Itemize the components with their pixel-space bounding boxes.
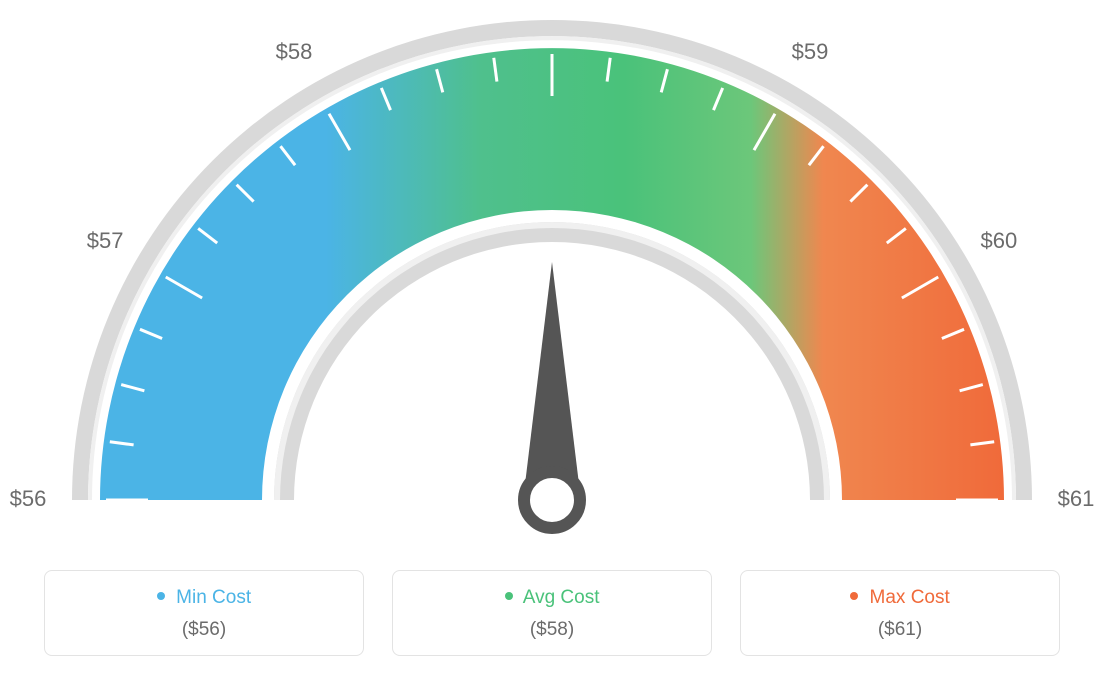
legend-value-avg: ($58): [393, 619, 711, 641]
needle-hub: [524, 472, 580, 528]
chart-container: $56 $57 $58 $58 $59 $60 $61 Min Cost ($56) Avg…: [0, 0, 1104, 690]
scale-label: $57: [87, 228, 124, 253]
gauge-area: $56 $57 $58 $58 $59 $60 $61: [0, 0, 1104, 560]
legend-label-max: Max Cost: [870, 587, 950, 608]
legend-title-max: Max Cost: [741, 587, 1059, 609]
dot-avg: [505, 592, 513, 600]
scale-label: $56: [10, 486, 47, 511]
legend-label-min: Min Cost: [176, 587, 251, 608]
scale-label: $58: [534, 0, 571, 3]
scale-label: $60: [981, 228, 1018, 253]
scale-label: $61: [1058, 486, 1095, 511]
scale-label: $58: [276, 39, 313, 64]
legend-card-max: Max Cost ($61): [740, 570, 1060, 656]
dot-min: [157, 592, 165, 600]
legend-label-avg: Avg Cost: [523, 587, 600, 608]
legend-card-avg: Avg Cost ($58): [392, 570, 712, 656]
legend-value-max: ($61): [741, 619, 1059, 641]
dot-max: [850, 592, 858, 600]
legend-card-min: Min Cost ($56): [44, 570, 364, 656]
legend-title-min: Min Cost: [45, 587, 363, 609]
legend-value-min: ($56): [45, 619, 363, 641]
gauge-svg: $56 $57 $58 $58 $59 $60 $61: [0, 0, 1104, 560]
legend-row: Min Cost ($56) Avg Cost ($58) Max Cost (…: [0, 570, 1104, 656]
legend-title-avg: Avg Cost: [393, 587, 711, 609]
scale-label: $59: [792, 39, 829, 64]
